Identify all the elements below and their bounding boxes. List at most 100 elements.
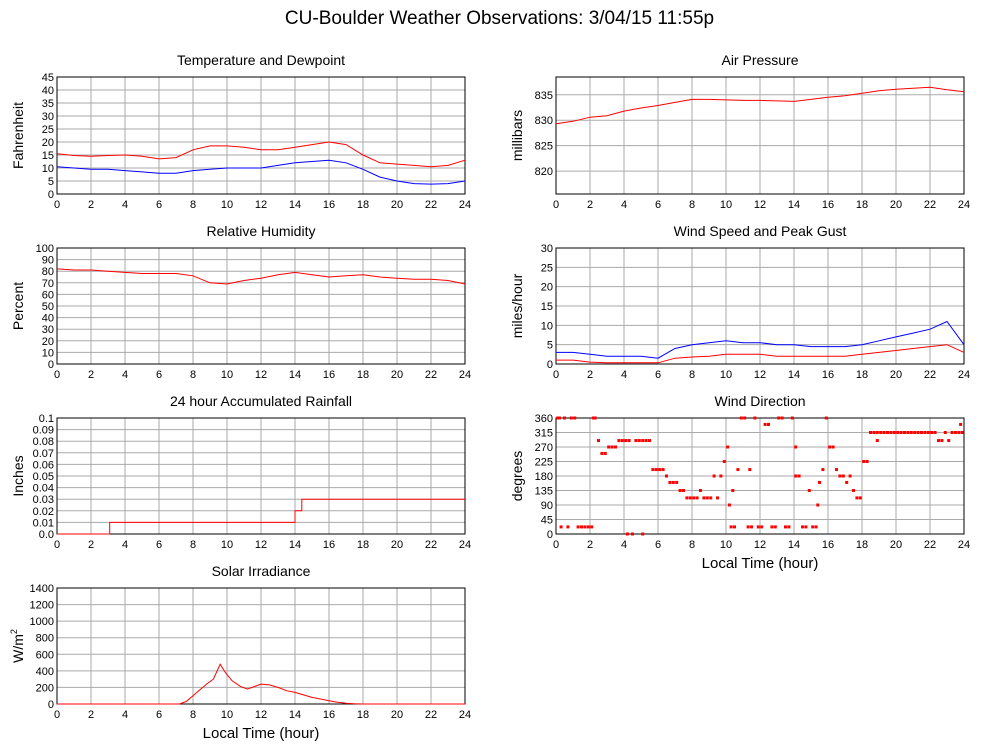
data-point	[959, 422, 963, 426]
x-tick-label: 12	[255, 199, 267, 211]
data-point	[695, 496, 699, 500]
data-point	[654, 468, 658, 472]
data-point	[926, 431, 930, 434]
data-point	[787, 525, 791, 529]
data-point	[838, 474, 842, 478]
data-point	[886, 431, 889, 434]
y-tick-label: 0	[48, 189, 54, 201]
x-tick-label: 20	[391, 369, 403, 381]
data-point	[882, 431, 886, 434]
data-point	[665, 474, 668, 478]
data-point	[716, 496, 719, 500]
data-point	[576, 525, 580, 529]
x-tick-label: 22	[425, 709, 437, 721]
x-tick-label: 16	[822, 369, 834, 381]
data-point	[753, 416, 757, 420]
y-tick-label: 30	[42, 324, 54, 336]
x-tick-label: 22	[924, 199, 936, 211]
data-point	[784, 525, 787, 529]
data-point	[699, 489, 702, 492]
x-tick-label: 2	[88, 369, 94, 381]
y-tick-label: 40	[42, 313, 54, 325]
humidity-chart: Relative Humidity01020304050607080901000…	[10, 223, 471, 381]
data-point	[845, 480, 849, 484]
x-tick-label: 18	[856, 369, 868, 381]
data-point	[841, 474, 845, 478]
x-tick-label: 16	[323, 709, 335, 721]
x-tick-label: 2	[88, 709, 94, 721]
data-point	[804, 525, 808, 529]
y-axis-label: millibars	[509, 110, 525, 161]
chart-title: 24 hour Accumulated Rainfall	[170, 393, 352, 409]
x-tick-label: 6	[156, 539, 162, 551]
data-point	[913, 431, 917, 434]
x-tick-label: 4	[621, 539, 627, 551]
x-tick-label: 24	[958, 369, 970, 381]
x-tick-label: 10	[221, 369, 233, 381]
x-tick-label: 2	[88, 199, 94, 211]
data-point	[563, 416, 566, 420]
data-point	[573, 416, 577, 420]
data-point	[940, 439, 944, 443]
y-tick-label: 835	[535, 90, 553, 102]
data-point	[835, 468, 838, 472]
x-tick-label: 4	[122, 199, 128, 211]
plot-frame	[555, 417, 965, 535]
y-tick-label: 20	[541, 282, 553, 294]
x-tick-label: 24	[459, 369, 471, 381]
data-point	[828, 445, 832, 449]
y-tick-label: 225	[535, 457, 553, 469]
data-point	[719, 474, 723, 478]
y-tick-label: 200	[36, 682, 54, 694]
x-tick-label: 10	[221, 709, 233, 721]
x-tick-label: 14	[289, 369, 301, 381]
data-point	[797, 474, 801, 478]
x-tick-label: 18	[357, 369, 369, 381]
x-tick-label: 0	[553, 539, 559, 551]
x-tick-label: 2	[587, 369, 593, 381]
x-tick-label: 22	[924, 369, 936, 381]
y-tick-label: 825	[535, 141, 553, 153]
data-point	[620, 439, 624, 443]
data-point	[675, 480, 679, 484]
x-tick-label: 6	[156, 709, 162, 721]
data-point	[858, 496, 862, 500]
y-tick-label: 0	[48, 359, 54, 371]
x-tick-label: 14	[788, 369, 800, 381]
data-point	[899, 431, 903, 434]
data-point	[678, 489, 682, 492]
data-point	[625, 532, 629, 536]
x-tick-label: 20	[391, 709, 403, 721]
data-point	[892, 431, 896, 434]
data-point	[591, 416, 595, 420]
x-axis-label: Local Time (hour)	[702, 555, 819, 572]
x-tick-label: 2	[587, 539, 593, 551]
y-tick-label: 45	[541, 515, 553, 527]
y-tick-label: 0.06	[33, 459, 54, 471]
data-point	[947, 439, 951, 443]
y-tick-label: 0	[547, 359, 553, 371]
x-tick-label: 8	[190, 539, 196, 551]
y-axis-label: miles/hour	[509, 273, 525, 338]
x-tick-label: 0	[54, 369, 60, 381]
y-axis-label: Fahrenheit	[10, 102, 26, 169]
x-tick-label: 24	[958, 539, 970, 551]
data-point	[816, 503, 820, 507]
data-point	[811, 525, 815, 529]
data-point	[736, 468, 740, 472]
data-point	[750, 525, 753, 529]
x-tick-label: 0	[54, 709, 60, 721]
x-tick-label: 16	[822, 539, 834, 551]
x-tick-label: 24	[459, 199, 471, 211]
y-tick-label: 180	[535, 471, 553, 483]
y-axis-label: degrees	[509, 451, 525, 502]
x-tick-label: 8	[190, 369, 196, 381]
x-tick-label: 24	[459, 539, 471, 551]
plot-frame	[56, 76, 466, 195]
chart-title: Wind Speed and Peak Gust	[674, 223, 847, 239]
x-tick-label: 18	[357, 199, 369, 211]
data-point	[722, 460, 726, 463]
x-tick-label: 12	[255, 369, 267, 381]
data-point	[763, 422, 767, 426]
y-tick-label: 20	[42, 336, 54, 348]
